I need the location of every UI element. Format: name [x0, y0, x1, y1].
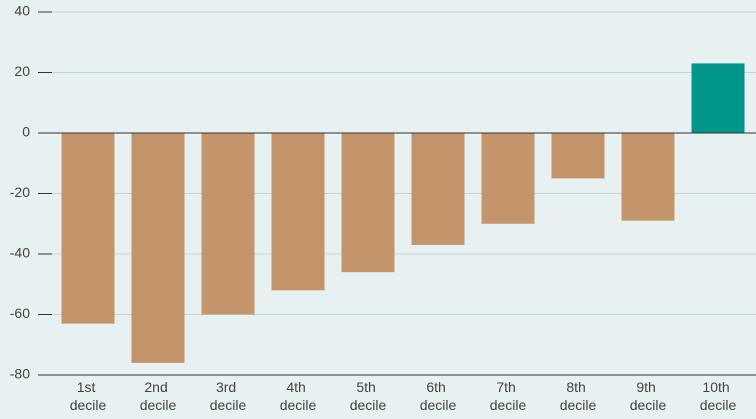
x-tick-label: 1st decile [70, 379, 107, 413]
y-tick-label: 20 [14, 63, 30, 79]
y-tick-label: -80 [10, 366, 30, 382]
y-tick-label: -60 [10, 305, 30, 321]
y-tick-label: 40 [14, 3, 30, 19]
x-tick-label: 4th decile [280, 379, 317, 413]
x-tick-label: 6th decile [420, 379, 457, 413]
x-tick-label: 5th decile [350, 379, 387, 413]
bar [271, 133, 325, 291]
x-tick-label: 2nd decile [140, 379, 177, 413]
bar [411, 133, 465, 245]
y-tick-label: -40 [10, 245, 30, 261]
x-tick-label: 9th decile [630, 379, 667, 413]
x-tick-label: 7th decile [490, 379, 527, 413]
bar [481, 133, 535, 224]
bar [551, 133, 605, 179]
x-tick-label: 3rd decile [210, 379, 247, 413]
bar [621, 133, 675, 221]
y-tick-label: -20 [10, 184, 30, 200]
bar [691, 63, 745, 133]
y-tick-label: 0 [22, 124, 30, 140]
bar [201, 133, 255, 315]
bar [341, 133, 395, 273]
x-tick-label: 10th decile [700, 379, 737, 413]
bar [61, 133, 115, 324]
bar [131, 133, 185, 363]
x-tick-label: 8th decile [560, 379, 597, 413]
